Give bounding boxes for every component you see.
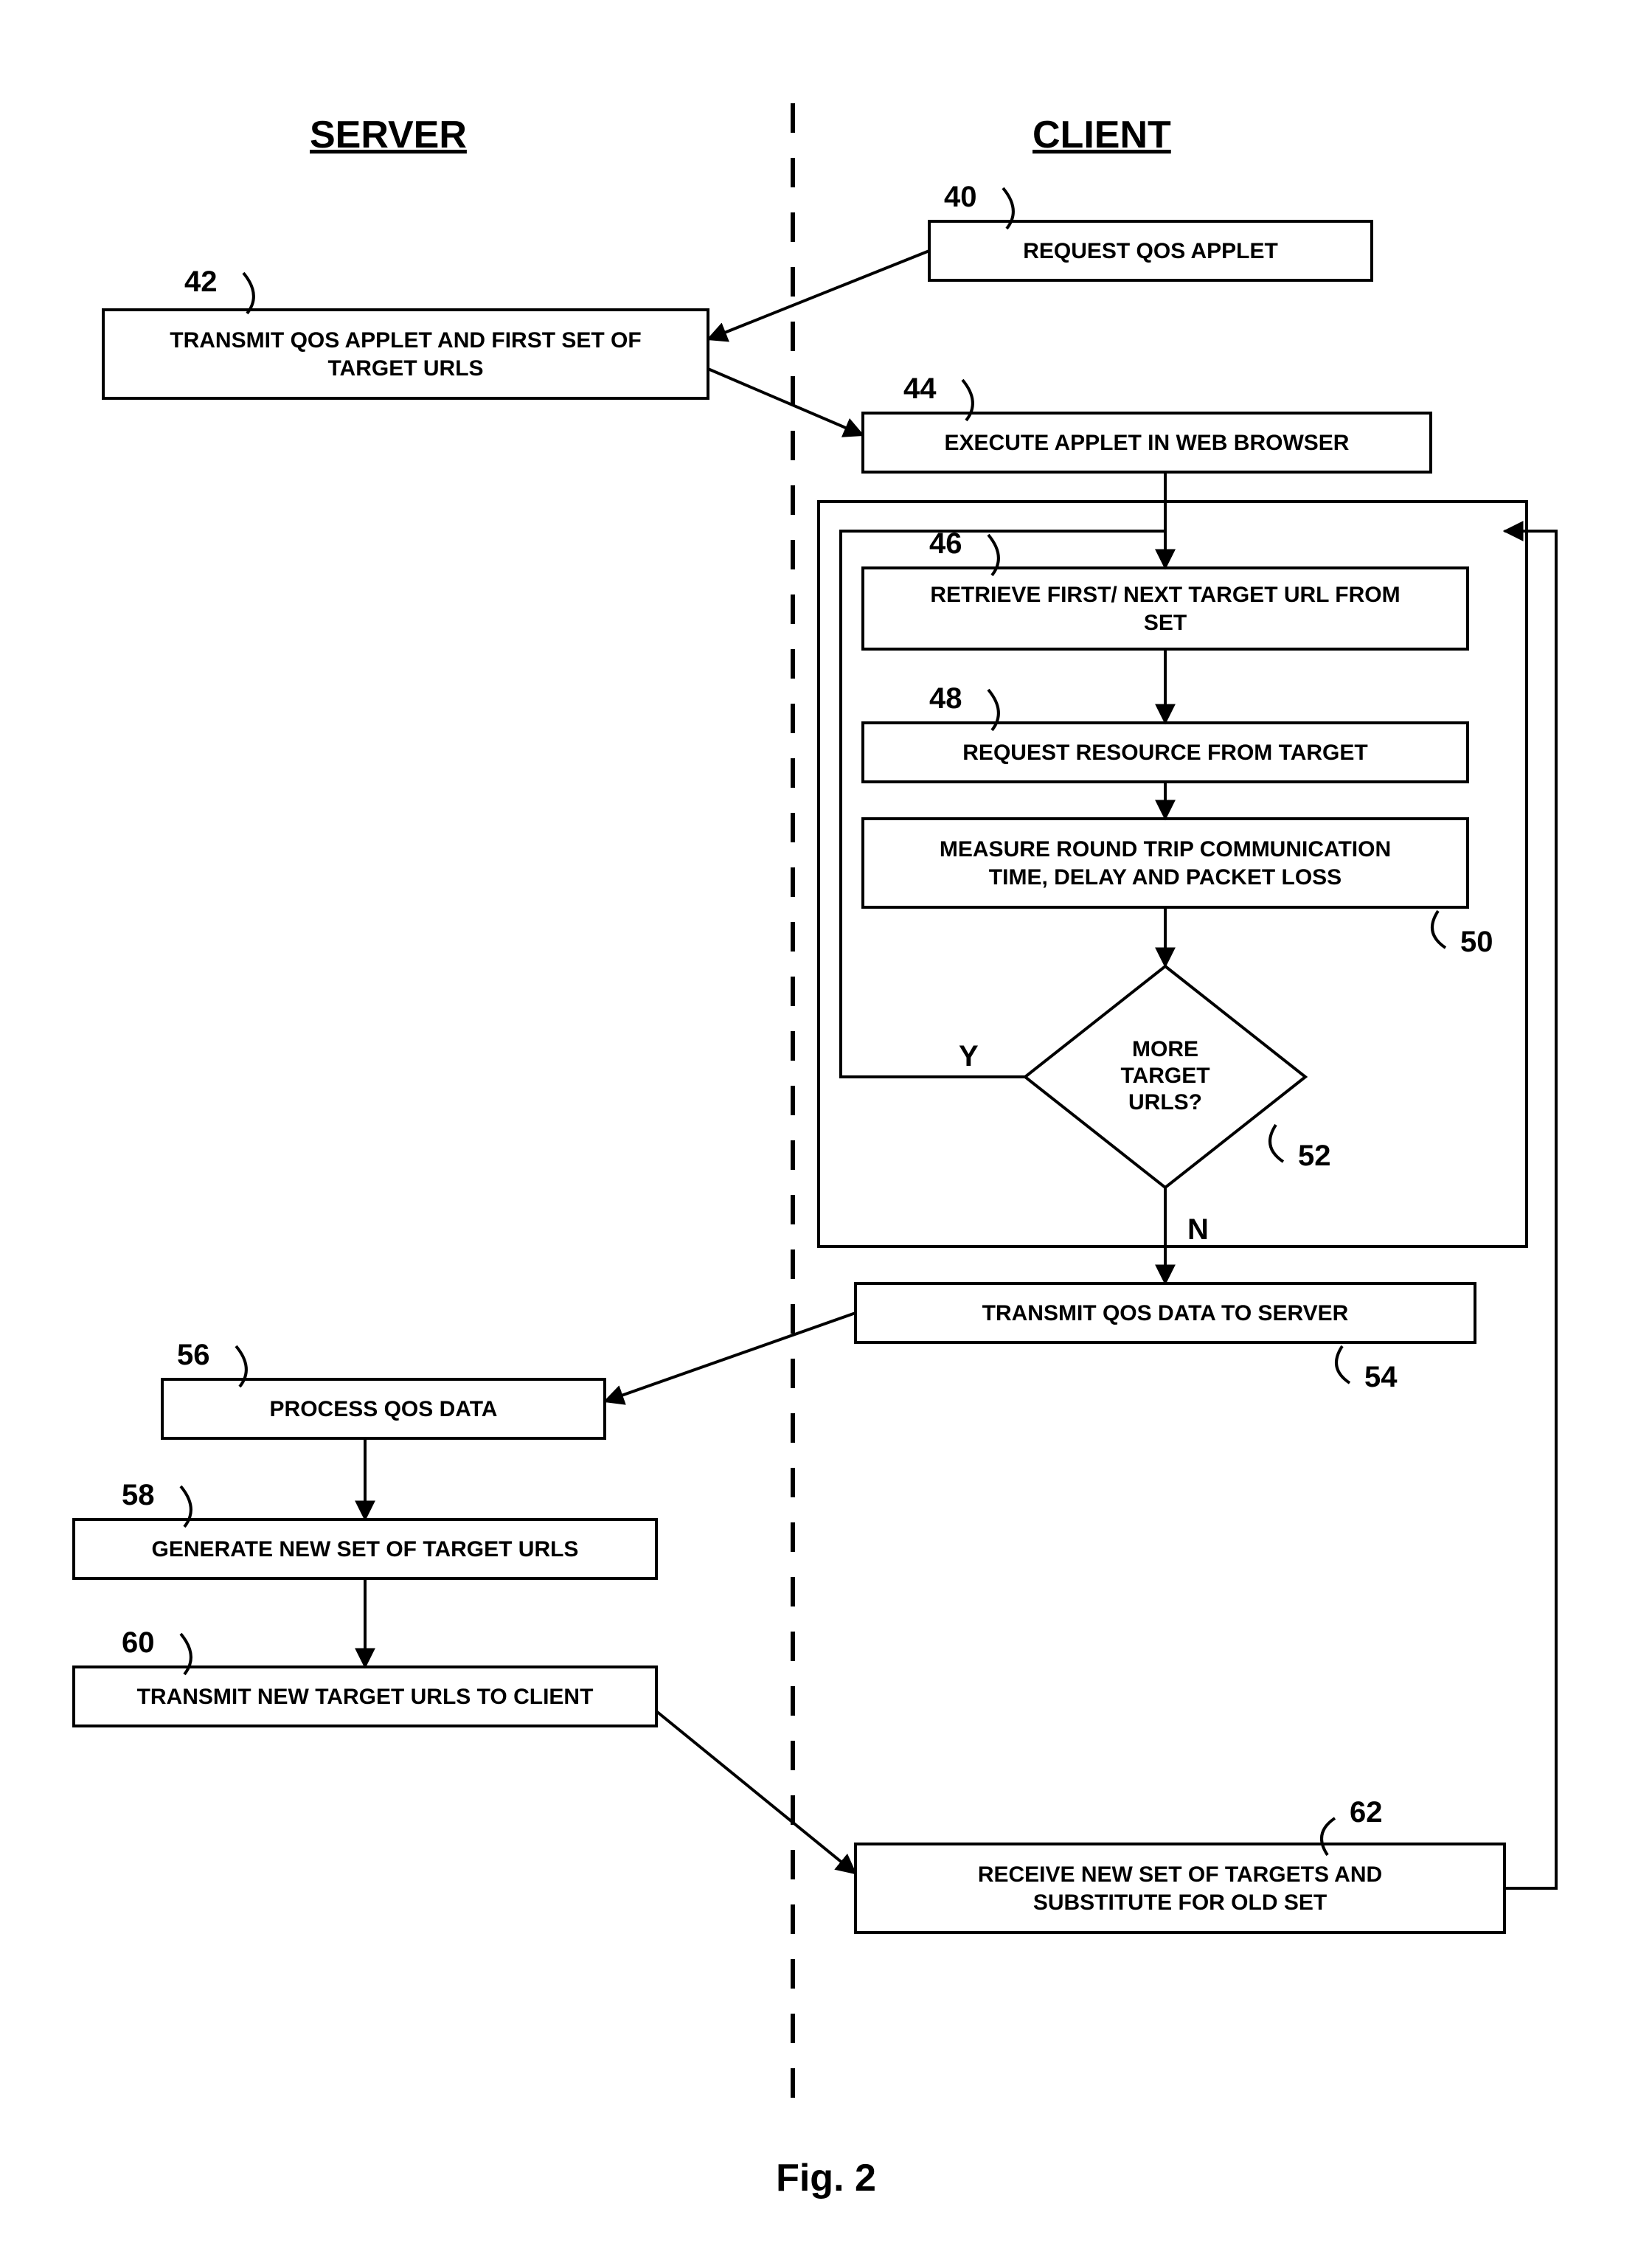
- node-n46: [863, 568, 1468, 649]
- ref-n40: 40: [944, 181, 977, 213]
- edge-n40-n42: [708, 251, 929, 339]
- edge-return-loop: [1504, 531, 1556, 1888]
- ref-n48: 48: [929, 682, 962, 715]
- ref-n58: 58: [122, 1479, 155, 1511]
- svg-text:MORE: MORE: [1132, 1037, 1198, 1061]
- ref-n44: 44: [903, 372, 937, 405]
- svg-text:RETRIEVE FIRST/ NEXT TARGET U: RETRIEVE FIRST/ NEXT TARGET URL FROM: [930, 583, 1400, 607]
- svg-text:MEASURE ROUND TRIP COMMUNICATI: MEASURE ROUND TRIP COMMUNICATION: [940, 837, 1391, 862]
- svg-text:TRANSMIT QOS APPLET AND FIRST: TRANSMIT QOS APPLET AND FIRST SET OF: [170, 328, 641, 353]
- svg-text:PROCESS QOS DATA: PROCESS QOS DATA: [270, 1397, 498, 1421]
- svg-text:TIME, DELAY AND PACKET LOSS: TIME, DELAY AND PACKET LOSS: [989, 865, 1342, 890]
- ref-n62: 62: [1350, 1796, 1383, 1829]
- svg-text:REQUEST RESOURCE FROM TARGET: REQUEST RESOURCE FROM TARGET: [962, 741, 1367, 765]
- svg-text:URLS?: URLS?: [1128, 1090, 1202, 1115]
- svg-text:TARGET: TARGET: [1120, 1064, 1210, 1088]
- svg-text:CLIENT: CLIENT: [1032, 114, 1171, 156]
- node-n42: [103, 310, 708, 398]
- edge-n60-n62: [656, 1711, 856, 1873]
- figure-caption: Fig. 2: [776, 2157, 876, 2200]
- svg-text:EXECUTE APPLET IN WEB BROWSER: EXECUTE APPLET IN WEB BROWSER: [945, 431, 1350, 455]
- svg-text:TARGET URLS: TARGET URLS: [327, 356, 483, 381]
- svg-text:TRANSMIT NEW TARGET URLS TO CL: TRANSMIT NEW TARGET URLS TO CLIENT: [137, 1685, 594, 1709]
- edge-n42-n44: [708, 369, 863, 435]
- svg-text:REQUEST QOS APPLET: REQUEST QOS APPLET: [1023, 239, 1278, 263]
- ref-n56: 56: [177, 1339, 210, 1371]
- svg-text:RECEIVE NEW SET OF TARGETS AND: RECEIVE NEW SET OF TARGETS AND: [978, 1862, 1382, 1887]
- svg-text:GENERATE NEW SET OF TARGET URL: GENERATE NEW SET OF TARGET URLS: [152, 1537, 579, 1561]
- node-n62: [856, 1844, 1504, 1933]
- ref-n54: 54: [1364, 1361, 1398, 1393]
- decision-label-no: N: [1187, 1213, 1209, 1246]
- svg-text:SERVER: SERVER: [310, 114, 467, 156]
- edge-n54-n56: [605, 1313, 856, 1401]
- svg-text:SET: SET: [1144, 611, 1187, 635]
- ref-n42: 42: [184, 266, 218, 298]
- ref-d52: 52: [1298, 1140, 1331, 1172]
- ref-n50: 50: [1460, 926, 1493, 958]
- node-n50: [863, 819, 1468, 907]
- svg-text:SUBSTITUTE FOR OLD SET: SUBSTITUTE FOR OLD SET: [1033, 1890, 1327, 1915]
- decision-label-yes: Y: [959, 1040, 979, 1072]
- svg-text:TRANSMIT QOS DATA TO SERVER: TRANSMIT QOS DATA TO SERVER: [982, 1301, 1349, 1325]
- ref-n60: 60: [122, 1626, 155, 1659]
